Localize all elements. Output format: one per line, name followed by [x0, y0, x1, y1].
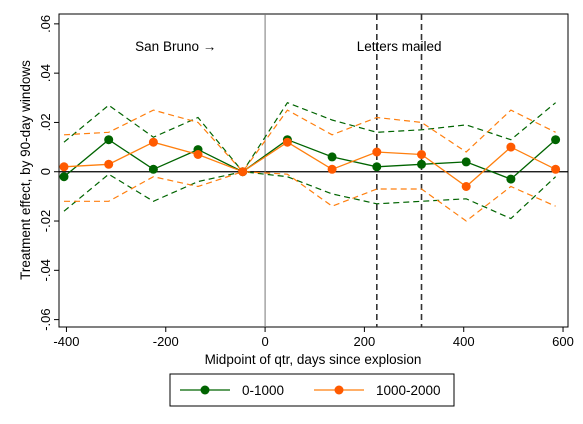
data-point: [417, 150, 426, 159]
series-points: [59, 135, 561, 191]
data-point: [461, 182, 471, 191]
legend-swatch-marker: [334, 385, 344, 395]
y-axis: -.06 -.04 -.02 0 .02 .04 .06: [38, 15, 59, 331]
x-axis-title: Midpoint of qtr, days since explosion: [205, 352, 422, 367]
y-tick-label: 0: [38, 168, 53, 175]
legend-swatch-marker: [200, 385, 210, 395]
ci-lower-line-0: [63, 171, 557, 220]
y-tick-label: -.04: [38, 259, 53, 281]
data-point: [506, 174, 516, 184]
y-tick-label: .02: [38, 113, 53, 131]
legend: 0-1000 1000-2000: [169, 373, 455, 407]
data-point: [417, 159, 426, 169]
ci-upper-line-0: [63, 101, 556, 173]
ci-upper-line-1: [63, 109, 556, 173]
y-tick-label: .06: [38, 15, 53, 33]
data-point: [148, 164, 158, 174]
x-axis: -400 -200 0 200 400 600: [53, 327, 574, 349]
series-line-0: [63, 138, 557, 180]
legend-label: 0-1000: [242, 383, 284, 398]
annotation-0: San Bruno →: [135, 39, 216, 54]
y-tick-label: -.02: [38, 210, 53, 232]
data-point: [461, 157, 471, 167]
data-point: [193, 150, 203, 159]
confidence-bands: [63, 101, 557, 222]
data-point: [148, 137, 158, 147]
annotations: San Bruno → Letters mailed: [135, 39, 441, 54]
data-point: [59, 172, 69, 182]
data-point: [551, 135, 561, 145]
y-axis-title: Treatment effect, by 90-day windows: [18, 60, 33, 280]
y-tick-label: -.06: [38, 308, 53, 330]
series-line-1: [63, 141, 556, 188]
data-point: [238, 167, 248, 177]
x-tick-label: 600: [552, 334, 574, 349]
ci-lower-line-1: [64, 171, 556, 222]
data-point: [327, 164, 337, 174]
data-point: [372, 162, 382, 172]
x-tick-label: 400: [453, 334, 475, 349]
annotation-1: Letters mailed: [357, 39, 442, 54]
y-tick-label: .04: [38, 64, 53, 82]
plot-area: [58, 13, 569, 328]
data-point: [327, 152, 337, 162]
data-point: [104, 135, 114, 145]
data-point: [104, 159, 114, 169]
data-point: [59, 162, 69, 172]
data-point: [506, 142, 516, 152]
data-point: [372, 147, 382, 157]
data-point: [551, 164, 561, 174]
data-point: [282, 137, 292, 147]
x-tick-label: -400: [53, 334, 79, 349]
x-tick-label: 200: [354, 334, 376, 349]
series-lines: [63, 138, 557, 188]
legend-label: 1000-2000: [376, 383, 441, 398]
x-tick-label: 0: [261, 334, 268, 349]
x-tick-label: -200: [153, 334, 179, 349]
